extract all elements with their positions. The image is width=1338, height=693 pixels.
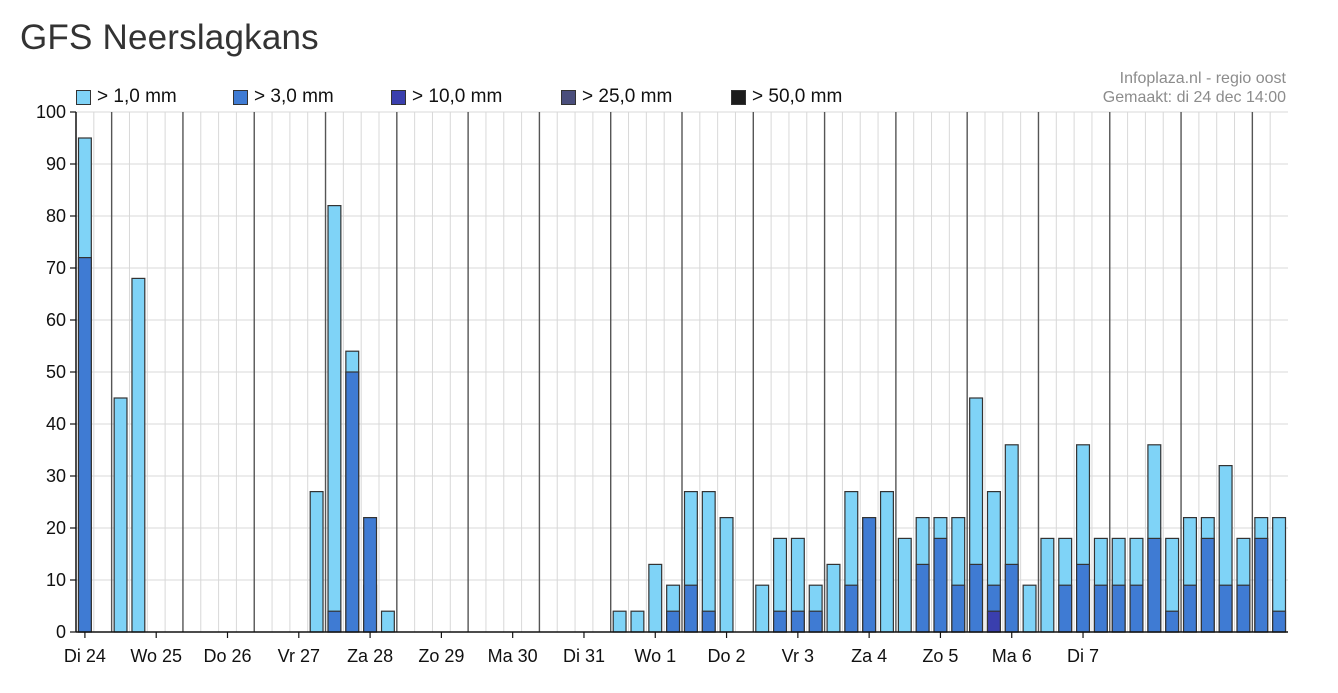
legend-label-25mm: > 25,0 mm — [582, 86, 673, 107]
bar-series-2 — [808, 610, 823, 633]
bar-series-2 — [862, 516, 877, 633]
bar-series-2 — [1147, 537, 1162, 633]
bar-series-2 — [773, 610, 788, 633]
x-tick-label: Di 24 — [64, 646, 106, 666]
bar-series-1 — [879, 491, 894, 633]
bar-series-1 — [648, 563, 663, 633]
chart-credits: Infoplaza.nl - regio oost Gemaakt: di 24… — [1103, 69, 1286, 107]
y-tick-label: 100 — [36, 102, 66, 122]
bar-series-2 — [363, 516, 378, 633]
x-tick-label: Di 31 — [563, 646, 605, 666]
legend-item-1mm: > 1,0 mm — [76, 86, 177, 108]
bar-series-2 — [666, 610, 681, 633]
x-tick-label: Vr 27 — [278, 646, 320, 666]
x-tick-label: Za 28 — [347, 646, 393, 666]
y-tick-label: 90 — [46, 154, 66, 174]
bar-series-2 — [327, 610, 342, 633]
bar-series-2 — [345, 371, 360, 633]
bar-series-1 — [327, 205, 342, 633]
credit-created: Gemaakt: di 24 dec 14:00 — [1102, 89, 1286, 106]
legend-swatch-10mm — [391, 89, 406, 105]
x-tick-label: Do 26 — [203, 646, 251, 666]
bar-series-1 — [1040, 537, 1055, 633]
y-tick-label: 60 — [46, 310, 66, 330]
x-tick-label: Ma 6 — [992, 646, 1032, 666]
bar-series-2 — [1272, 610, 1287, 633]
y-tick-label: 80 — [46, 206, 66, 226]
legend-label-1mm: > 1,0 mm — [97, 86, 177, 107]
bar-series-2 — [683, 584, 698, 633]
bar-series-2 — [1058, 584, 1073, 633]
bar-series-1 — [897, 537, 912, 633]
y-tick-label: 0 — [56, 622, 66, 642]
legend-swatch-25mm — [561, 89, 576, 105]
y-tick-label: 50 — [46, 362, 66, 382]
legend-item-50mm: > 50,0 mm — [731, 86, 842, 108]
legend-item-3mm: > 3,0 mm — [233, 86, 334, 108]
bar-series-2 — [1165, 610, 1180, 633]
bar-series-2 — [77, 257, 92, 633]
bar-series-2 — [1218, 584, 1233, 633]
bar-series-1 — [309, 491, 324, 633]
y-tick-label: 70 — [46, 258, 66, 278]
legend-item-10mm: > 10,0 mm — [391, 86, 502, 108]
bar-series-2 — [969, 563, 984, 633]
bar-series-1 — [380, 610, 395, 633]
x-tick-label: Wo 25 — [130, 646, 182, 666]
x-tick-label: Za 4 — [851, 646, 887, 666]
legend-label-10mm: > 10,0 mm — [412, 86, 503, 107]
bar-series-1 — [719, 516, 734, 633]
bar-series-2 — [915, 563, 930, 633]
bar-series-2 — [951, 584, 966, 633]
x-tick-label: Do 2 — [708, 646, 746, 666]
bar-series-2 — [1111, 584, 1126, 633]
credit-source: Infoplaza.nl - regio oost — [1119, 70, 1286, 87]
legend-swatch-3mm — [233, 89, 248, 105]
bar-series-1 — [755, 584, 770, 633]
x-tick-label: Zo 29 — [418, 646, 464, 666]
bar-series-2 — [1236, 584, 1251, 633]
y-tick-label: 10 — [46, 570, 66, 590]
x-tick-label: Di 7 — [1067, 646, 1099, 666]
bar-series-3 — [986, 610, 1001, 633]
bar-series-2 — [790, 610, 805, 633]
chart-legend: > 1,0 mm > 3,0 mm > 10,0 mm > 25,0 mm > … — [76, 86, 896, 108]
bar-series-1 — [630, 610, 645, 633]
legend-swatch-50mm — [731, 89, 746, 105]
bar-series-2 — [1076, 563, 1091, 633]
bar-series-2 — [844, 584, 859, 633]
x-tick-label: Vr 3 — [782, 646, 814, 666]
legend-label-3mm: > 3,0 mm — [254, 86, 334, 107]
legend-item-25mm: > 25,0 mm — [561, 86, 672, 108]
x-tick-label: Zo 5 — [922, 646, 958, 666]
bar-series-1 — [113, 397, 128, 633]
y-tick-label: 20 — [46, 518, 66, 538]
legend-label-50mm: > 50,0 mm — [752, 86, 843, 107]
bar-series-1 — [131, 277, 146, 633]
bar-series-2 — [701, 610, 716, 633]
y-tick-label: 40 — [46, 414, 66, 434]
y-tick-label: 30 — [46, 466, 66, 486]
legend-swatch-1mm — [76, 89, 91, 105]
bar-series-2 — [1004, 563, 1019, 633]
bar-series-1 — [826, 563, 841, 633]
bar-series-1 — [612, 610, 627, 633]
bar-series-2 — [1254, 537, 1269, 633]
bar-series-1 — [1022, 584, 1037, 633]
page-title: GFS Neerslagkans — [20, 18, 319, 57]
bar-series-2 — [1182, 584, 1197, 633]
bar-series-2 — [1129, 584, 1144, 633]
bar-series-2 — [1200, 537, 1215, 633]
x-tick-label: Wo 1 — [634, 646, 676, 666]
x-tick-label: Ma 30 — [488, 646, 538, 666]
bar-series-2 — [933, 537, 948, 633]
bar-series-2 — [1093, 584, 1108, 633]
